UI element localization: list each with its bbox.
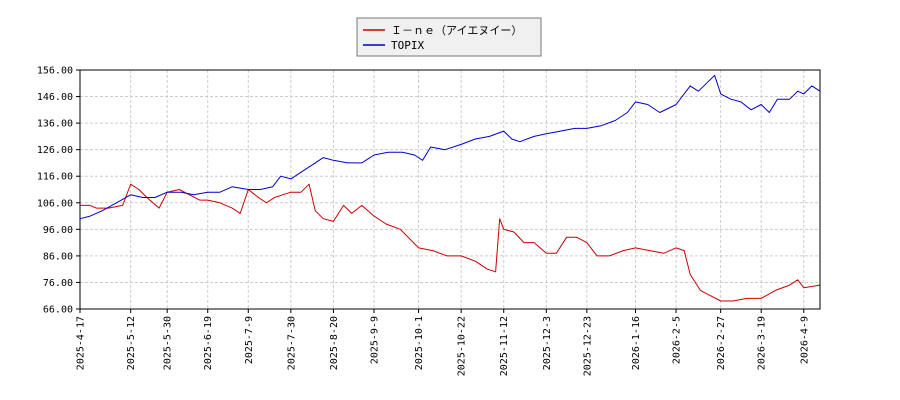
x-tick-label: 2025-6-19: [203, 316, 214, 370]
x-tick-label: 2025-5-30: [163, 316, 174, 370]
y-tick-label: 96.00: [43, 225, 73, 236]
y-tick-label: 136.00: [37, 119, 73, 130]
x-tick-label: 2026-1-16: [631, 316, 642, 370]
y-tick-label: 66.00: [43, 305, 73, 316]
x-tick-label: 2025-4-17: [76, 316, 87, 370]
y-tick-label: 116.00: [37, 172, 73, 183]
series-line-topix: [79, 74, 821, 220]
x-tick-label: 2025-10-1: [414, 316, 425, 370]
legend-label-ine: Ｉ－ｎｅ（アイエヌイー）: [391, 24, 522, 37]
x-tick-label: 2025-5-12: [126, 316, 137, 370]
x-tick-label: 2026-2-5: [672, 316, 683, 364]
y-tick-label: 126.00: [37, 145, 73, 156]
y-tick-label: 146.00: [37, 92, 73, 103]
y-tick-label: 156.00: [37, 66, 73, 77]
grid-lines: [79, 69, 820, 310]
y-tick-label: 106.00: [37, 198, 73, 209]
x-tick-label: 2026-3-19: [757, 316, 768, 370]
x-axis-ticks: 2025-4-17 2025-5-12 2025-5-30 2025-6-19 2025…: [76, 309, 810, 376]
x-tick-label: 2025-8-20: [329, 316, 340, 370]
y-axis-ticks: 66.00 76.00 86.00 96.00 106.00 116.00 126.00 13…: [37, 66, 80, 316]
y-tick-label: 86.00: [43, 251, 73, 262]
x-tick-label: 2026-2-27: [716, 316, 727, 370]
y-tick-label: 76.00: [43, 278, 73, 289]
x-tick-label: 2025-12-23: [582, 316, 593, 376]
x-tick-label: 2025-12-3: [542, 316, 553, 370]
legend-label-topix: TOPIX: [391, 39, 424, 52]
x-tick-label: 2025-7-30: [286, 316, 297, 370]
legend: Ｉ－ｎｅ（アイエヌイー） TOPIX: [356, 17, 542, 57]
plot-frame: [79, 69, 821, 310]
series-lines: [79, 74, 821, 302]
legend-box: [356, 17, 542, 57]
series-line-ine: [80, 183, 821, 302]
x-tick-label: 2025-7-9: [244, 316, 255, 364]
x-tick-label: 2025-10-22: [457, 316, 468, 376]
x-tick-label: 2025-11-12: [499, 316, 510, 376]
x-tick-label: 2026-4-9: [799, 316, 810, 364]
x-tick-label: 2025-9-9: [369, 316, 380, 364]
